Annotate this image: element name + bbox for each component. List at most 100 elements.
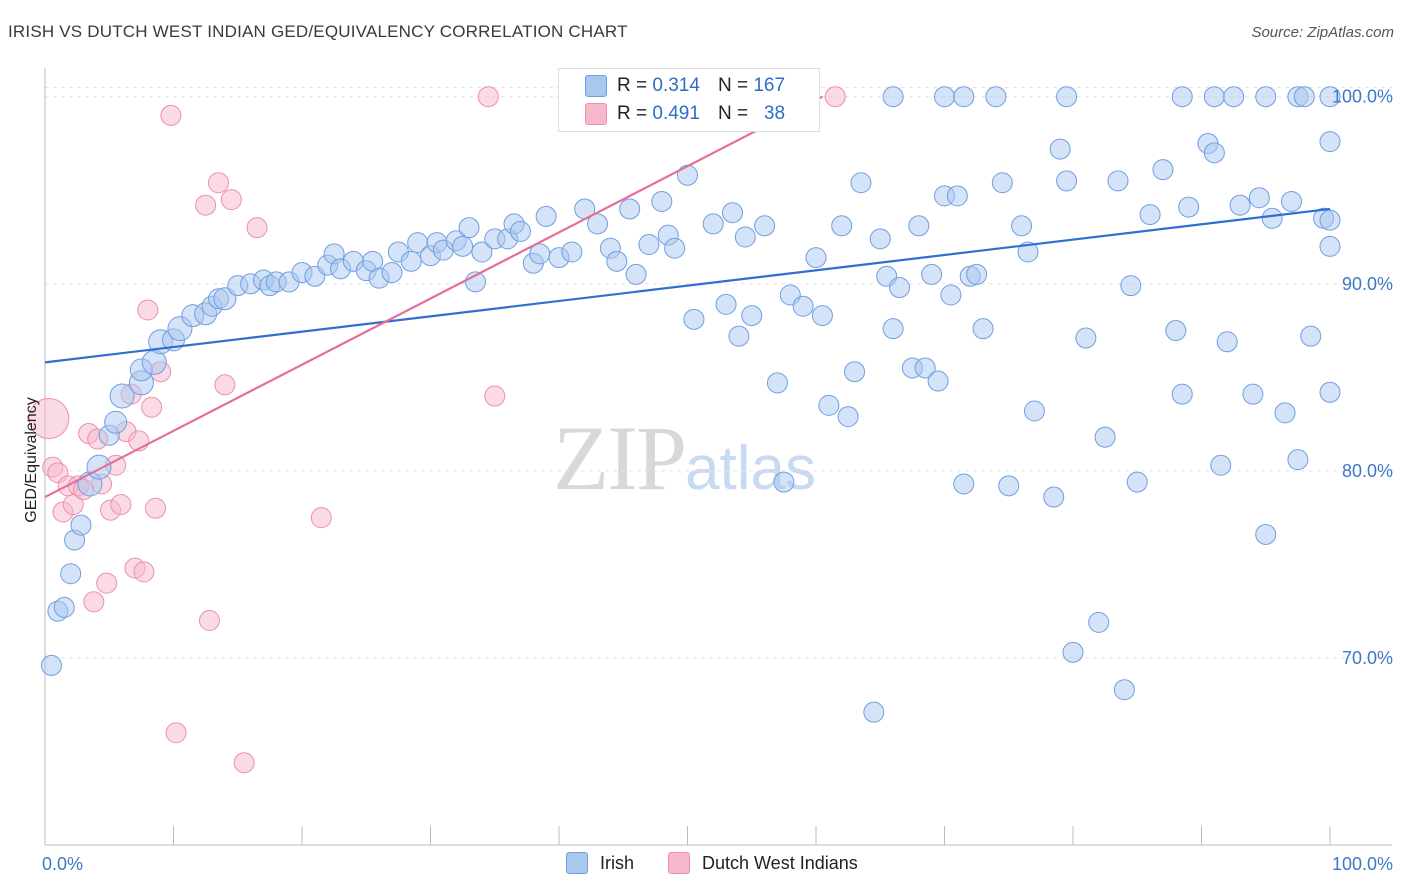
dutch-west-indians-point xyxy=(824,86,846,108)
irish-point xyxy=(1287,449,1309,471)
irish-point xyxy=(1088,611,1110,633)
irish-point xyxy=(850,172,872,194)
dutch-west-indians-point xyxy=(207,172,229,194)
dutch-west-indians-point xyxy=(484,385,506,407)
irish-point xyxy=(619,198,641,220)
irish-point xyxy=(882,318,904,340)
chart-title: IRISH VS DUTCH WEST INDIAN GED/EQUIVALEN… xyxy=(8,22,628,41)
irish-point xyxy=(1094,426,1116,448)
irish-point xyxy=(1043,486,1065,508)
irish-point xyxy=(773,471,795,493)
irish-point xyxy=(1049,138,1071,160)
irish-point xyxy=(715,293,737,315)
legend-label-dwi: Dutch West Indians xyxy=(702,852,858,873)
irish-point xyxy=(1056,86,1078,108)
irish-point xyxy=(1152,159,1174,181)
irish-point xyxy=(702,213,724,235)
irish-point xyxy=(1319,381,1341,403)
irish-point xyxy=(1011,215,1033,237)
irish-point xyxy=(953,86,975,108)
x-tick-label-max: 100.0% xyxy=(1332,854,1393,874)
irish-point xyxy=(972,318,994,340)
dutch-west-indians-point xyxy=(83,591,105,613)
irish-trendline xyxy=(44,207,1331,364)
legend-n-value: 38 xyxy=(763,103,786,124)
watermark-zip: ZIP xyxy=(553,407,687,509)
legend-label-irish: Irish xyxy=(600,852,635,873)
irish-point xyxy=(754,215,776,237)
irish-point xyxy=(1056,170,1078,192)
irish-point xyxy=(1319,86,1341,108)
irish-point xyxy=(1017,241,1039,263)
legend-r-value: 0.491 xyxy=(652,103,700,124)
irish-point xyxy=(889,277,911,299)
legend-row-dwi: R = 0.491 N = 38 xyxy=(585,101,785,127)
irish-point xyxy=(70,514,92,536)
irish-point xyxy=(946,185,968,207)
legend-n-label: N = xyxy=(717,103,749,124)
irish-point xyxy=(998,475,1020,497)
legend-swatch-irish xyxy=(585,75,607,97)
irish-point xyxy=(40,654,62,676)
irish-point xyxy=(831,215,853,237)
irish-point xyxy=(1261,207,1283,229)
irish-point xyxy=(1075,327,1097,349)
watermark-atlas: atlas xyxy=(685,434,816,503)
irish-point xyxy=(561,241,583,263)
irish-point xyxy=(869,228,891,250)
irish-point xyxy=(509,220,531,242)
dutch-west-indians-point xyxy=(214,374,236,396)
y-tick-label: 70.0% xyxy=(1342,648,1393,668)
chart-source: Source: ZipAtlas.com xyxy=(1251,24,1394,41)
irish-point xyxy=(458,217,480,239)
irish-point xyxy=(953,473,975,495)
axes xyxy=(44,68,1392,846)
legend-swatch-dwi xyxy=(668,852,690,874)
dutch-west-indians-point xyxy=(310,507,332,529)
irish-point xyxy=(792,295,814,317)
x-tick-label-min: 0.0% xyxy=(42,854,83,874)
legend-swatch-dwi xyxy=(585,103,607,125)
irish-point xyxy=(811,305,833,327)
irish-point xyxy=(908,215,930,237)
dutch-west-indians-point xyxy=(96,572,118,594)
irish-point xyxy=(1319,209,1341,231)
dutch-west-indians-trendline xyxy=(44,95,823,499)
dutch-west-indians-point xyxy=(133,561,155,583)
irish-point xyxy=(587,213,609,235)
tick-labels: 70.0% 80.0% 90.0% 100.0% 0.0% 100.0% xyxy=(42,87,1393,874)
irish-point xyxy=(966,263,988,285)
irish-point xyxy=(1280,190,1302,212)
irish-point xyxy=(1171,383,1193,405)
irish-point xyxy=(991,172,1013,194)
irish-point xyxy=(844,361,866,383)
irish-point xyxy=(683,308,705,330)
irish-point xyxy=(1178,196,1200,218)
irish-point xyxy=(677,164,698,186)
irish-point xyxy=(104,410,128,434)
irish-point xyxy=(1210,454,1232,476)
watermark: ZIPatlas xyxy=(553,405,816,511)
irish-point xyxy=(1023,400,1045,422)
y-axis-label: GED/Equivalency xyxy=(23,397,40,523)
irish-point xyxy=(1107,170,1129,192)
bottom-legend-irish[interactable]: Irish xyxy=(566,852,634,874)
irish-point xyxy=(805,247,827,269)
irish-point xyxy=(1120,275,1142,297)
irish-point xyxy=(664,237,686,259)
dutch-west-indians-point xyxy=(137,299,159,321)
irish-point xyxy=(1300,325,1322,347)
legend-row-irish: R = 0.314 N = 167 xyxy=(585,73,785,99)
irish-point xyxy=(60,563,82,585)
irish-point xyxy=(625,263,647,285)
irish-point xyxy=(741,305,763,327)
legend-n-label: N = xyxy=(717,75,749,96)
legend-n-value: 167 xyxy=(753,75,786,96)
irish-point xyxy=(1255,523,1277,545)
dutch-west-indians-point xyxy=(195,194,217,216)
bottom-legend-dwi[interactable]: Dutch West Indians xyxy=(668,852,858,874)
irish-point xyxy=(53,596,75,618)
dutch-west-indians-point xyxy=(220,189,242,211)
irish-point xyxy=(1229,194,1251,216)
